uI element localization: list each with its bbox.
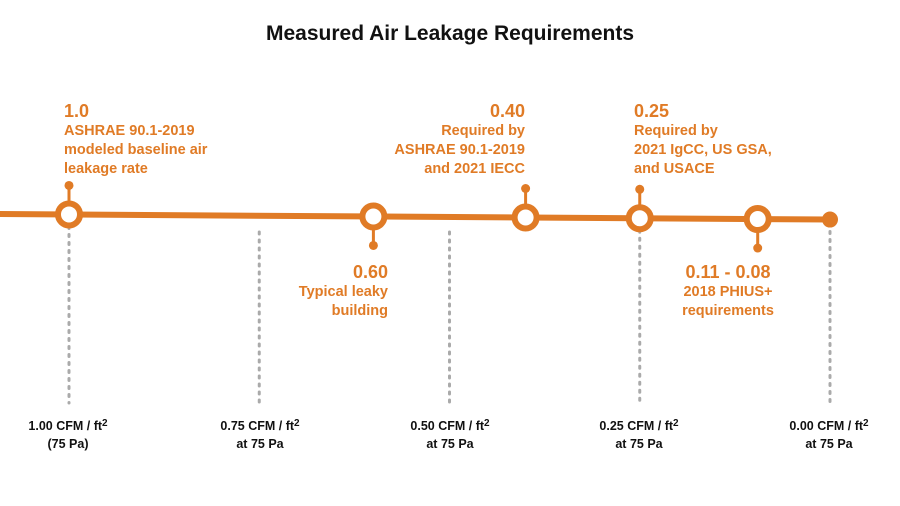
callout-line: and 2021 IECC bbox=[424, 161, 525, 177]
tick-sup: 2 bbox=[863, 418, 869, 429]
tick-sup: 2 bbox=[294, 418, 300, 429]
tick-subtext: at 75 Pa bbox=[615, 437, 663, 451]
tick-subtext: at 75 Pa bbox=[426, 437, 474, 451]
callout-value: 0.25 bbox=[634, 101, 670, 121]
callout-value: 0.11 - 0.08 bbox=[685, 262, 771, 282]
marker-stem-dot bbox=[368, 240, 378, 250]
marker-ring bbox=[743, 205, 772, 234]
timeline-end-dot bbox=[822, 211, 838, 228]
callout-line: leakage rate bbox=[64, 161, 148, 177]
callout-line: Required by bbox=[441, 123, 525, 139]
tick-sup: 2 bbox=[484, 418, 490, 429]
tick-subtext: at 75 Pa bbox=[236, 437, 284, 451]
tick-sup: 2 bbox=[102, 418, 108, 429]
tick-subtext: at 75 Pa bbox=[805, 437, 853, 451]
axis-tick-label-0-75: 0.75 CFM / ft2 at 75 Pa bbox=[185, 415, 335, 453]
tick-text: 0.75 CFM / ft bbox=[220, 419, 295, 433]
callout-line: requirements bbox=[682, 303, 774, 319]
callout-1-0: 1.0 ASHRAE 90.1-2019 modeled baseline ai… bbox=[64, 100, 207, 179]
axis-tick-label-0-00: 0.00 CFM / ft2 at 75 Pa bbox=[754, 415, 900, 453]
marker-stem-dot bbox=[635, 184, 645, 194]
tick-text: 0.50 CFM / ft bbox=[410, 419, 485, 433]
callout-value: 0.60 bbox=[352, 262, 388, 282]
callout-value: 0.40 bbox=[489, 101, 525, 121]
axis-tick-label-1-00: 1.00 CFM / ft2 (75 Pa) bbox=[0, 415, 143, 453]
callout-line: building bbox=[331, 303, 388, 319]
marker-ring bbox=[359, 202, 388, 231]
axis-tick-label-0-25: 0.25 CFM / ft2 at 75 Pa bbox=[564, 415, 714, 453]
callout-line: 2018 PHIUS+ bbox=[683, 284, 773, 300]
callout-line: Typical leaky bbox=[298, 284, 388, 300]
tick-subtext: (75 Pa) bbox=[47, 437, 89, 451]
marker-stem-dot bbox=[521, 184, 531, 194]
tick-sup: 2 bbox=[673, 418, 679, 429]
callout-0-60: 0.60 Typical leaky building bbox=[238, 261, 388, 321]
timeline-line bbox=[0, 211, 833, 223]
tick-text: 0.25 CFM / ft bbox=[599, 419, 674, 433]
callout-line: Required by bbox=[634, 123, 718, 139]
callout-line: ASHRAE 90.1-2019 bbox=[64, 123, 195, 139]
tick-text: 0.00 CFM / ft bbox=[789, 419, 864, 433]
callout-0-40: 0.40 Required by ASHRAE 90.1-2019 and 20… bbox=[345, 100, 525, 179]
marker-ring bbox=[511, 203, 540, 232]
axis-tick-label-0-50: 0.50 CFM / ft2 at 75 Pa bbox=[375, 415, 525, 453]
callout-value: 1.0 bbox=[64, 101, 90, 121]
marker-ring bbox=[55, 200, 83, 229]
callout-line: modeled baseline air bbox=[64, 142, 208, 158]
callout-0-11-0-08: 0.11 - 0.08 2018 PHIUS+ requirements bbox=[648, 261, 808, 321]
callout-line: and USACE bbox=[634, 161, 715, 177]
callout-0-25: 0.25 Required by 2021 IgCC, US GSA, and … bbox=[634, 100, 772, 179]
marker-ring bbox=[625, 204, 654, 233]
marker-stem-dot bbox=[753, 243, 763, 253]
callout-line: ASHRAE 90.1-2019 bbox=[394, 142, 525, 158]
tick-text: 1.00 CFM / ft bbox=[28, 419, 103, 433]
marker-stem-dot bbox=[64, 180, 74, 190]
diagram-title: Measured Air Leakage Requirements bbox=[265, 22, 635, 45]
callout-line: 2021 IgCC, US GSA, bbox=[634, 142, 772, 158]
